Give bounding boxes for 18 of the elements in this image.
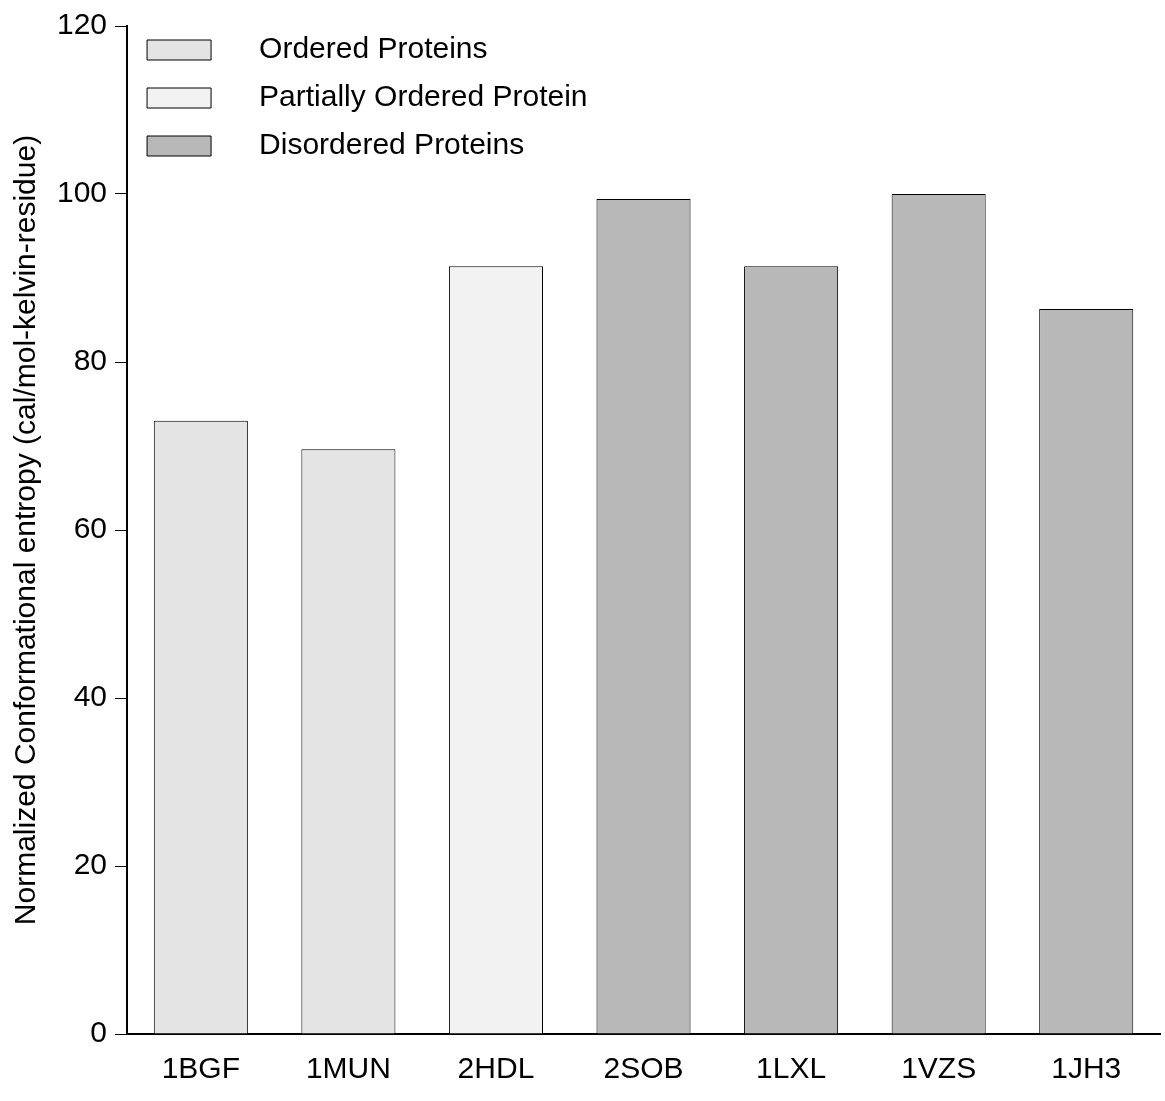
x-tick-label: 1BGF	[161, 1051, 241, 1085]
y-tick-label: 60	[73, 511, 108, 545]
legend-label: Partially Ordered Protein	[259, 79, 588, 113]
y-tick-label: 80	[73, 343, 108, 377]
x-tick-label: 1JH3	[1051, 1051, 1122, 1085]
legend-label: Disordered Proteins	[259, 127, 525, 161]
y-tick-label: 0	[90, 1015, 108, 1049]
x-tick-label: 2HDL	[457, 1051, 535, 1085]
x-tick-label: 1LXL	[756, 1051, 827, 1085]
y-tick-label: 100	[56, 175, 108, 209]
legend-label: Ordered Proteins	[259, 31, 488, 65]
x-tick-label: 1VZS	[901, 1051, 977, 1085]
x-tick-label: 1MUN	[305, 1051, 391, 1085]
y-tick-label: 20	[73, 847, 108, 881]
y-axis-title: Normalized Conformational entropy (cal/mol-kelvin-residue)	[8, 134, 42, 926]
y-tick-label: 120	[56, 7, 108, 41]
x-tick-label: 2SOB	[603, 1051, 684, 1085]
y-tick-label: 40	[73, 679, 108, 713]
